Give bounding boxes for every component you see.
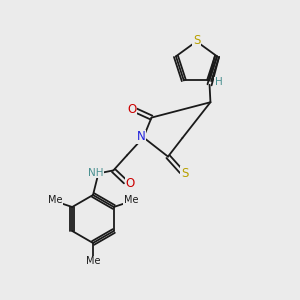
Text: S: S — [193, 34, 200, 47]
Text: Me: Me — [124, 195, 138, 205]
Text: S: S — [181, 167, 188, 180]
Text: NH: NH — [88, 168, 103, 178]
Text: Me: Me — [86, 256, 100, 266]
Text: O: O — [128, 103, 136, 116]
Text: N: N — [136, 130, 146, 143]
Text: Me: Me — [48, 195, 62, 205]
Text: O: O — [125, 177, 134, 190]
Text: H: H — [215, 77, 222, 87]
